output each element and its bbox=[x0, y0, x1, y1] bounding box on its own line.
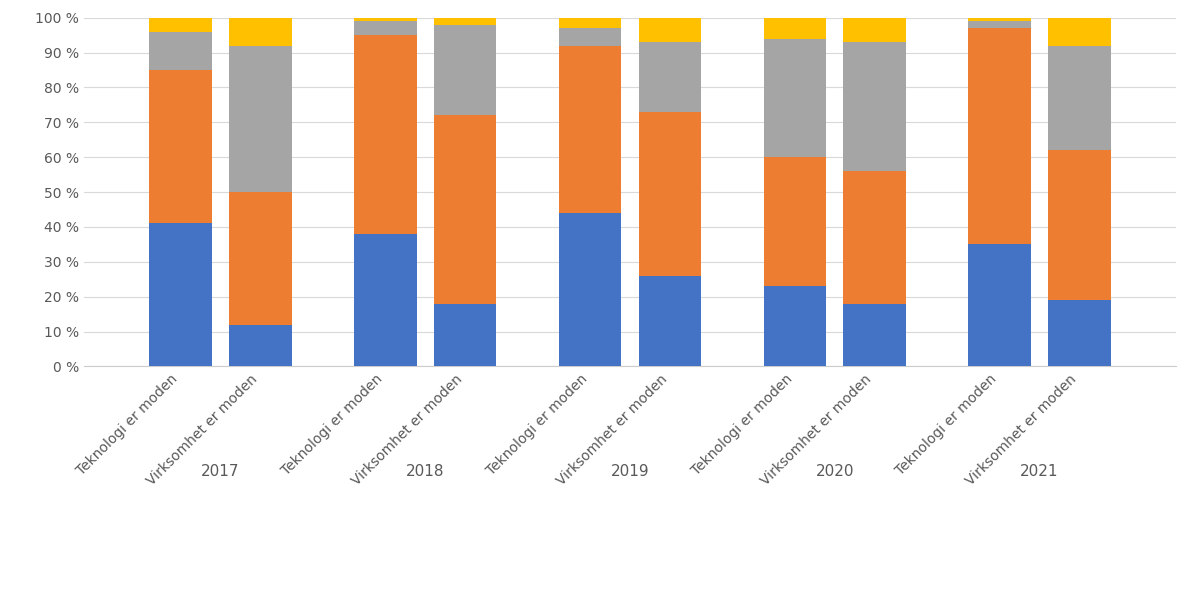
Bar bbox=[844, 18, 906, 42]
Bar bbox=[968, 18, 1031, 21]
Bar bbox=[638, 18, 701, 42]
Bar bbox=[1048, 150, 1110, 300]
Bar bbox=[433, 25, 497, 115]
Bar bbox=[559, 28, 622, 46]
Bar bbox=[763, 18, 827, 38]
Bar bbox=[968, 245, 1031, 366]
Bar bbox=[968, 21, 1031, 28]
Bar bbox=[433, 115, 497, 304]
Bar bbox=[354, 234, 416, 366]
Text: 2017: 2017 bbox=[202, 464, 240, 479]
Text: 2018: 2018 bbox=[406, 464, 444, 479]
Bar bbox=[354, 21, 416, 35]
Bar bbox=[1048, 46, 1110, 150]
Text: 2020: 2020 bbox=[816, 464, 854, 479]
Bar bbox=[559, 18, 622, 28]
Bar bbox=[150, 18, 212, 32]
Bar bbox=[150, 223, 212, 366]
Bar bbox=[844, 171, 906, 304]
Bar bbox=[844, 42, 906, 171]
Bar bbox=[763, 38, 827, 157]
Bar bbox=[229, 192, 292, 324]
Bar bbox=[638, 112, 701, 276]
Bar bbox=[844, 304, 906, 366]
Bar bbox=[1048, 18, 1110, 46]
Bar bbox=[433, 18, 497, 25]
Bar bbox=[638, 42, 701, 112]
Bar bbox=[229, 324, 292, 366]
Bar bbox=[763, 286, 827, 366]
Bar bbox=[150, 32, 212, 70]
Text: 2021: 2021 bbox=[1020, 464, 1058, 479]
Bar bbox=[763, 157, 827, 286]
Bar bbox=[638, 276, 701, 366]
Bar bbox=[354, 35, 416, 234]
Bar bbox=[229, 46, 292, 192]
Bar bbox=[433, 304, 497, 366]
Bar bbox=[150, 70, 212, 223]
Bar bbox=[559, 46, 622, 213]
Bar bbox=[1048, 300, 1110, 366]
Bar bbox=[354, 18, 416, 21]
Bar bbox=[968, 28, 1031, 245]
Text: 2019: 2019 bbox=[611, 464, 649, 479]
Bar bbox=[229, 18, 292, 46]
Bar bbox=[559, 213, 622, 366]
Legend: Svært enig, Noe enig, Uenig, Vet ikke: Svært enig, Noe enig, Uenig, Vet ikke bbox=[436, 590, 824, 591]
